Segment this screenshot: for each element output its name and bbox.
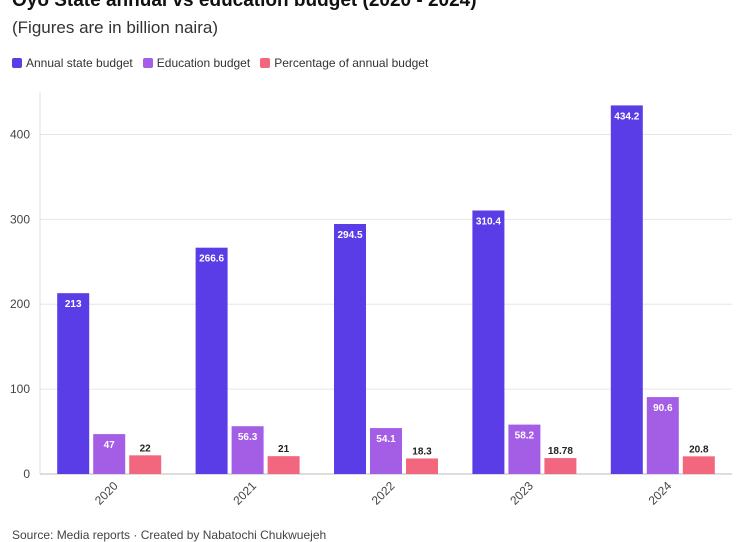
bar-education-budget <box>231 426 264 474</box>
data-label: 294.5 <box>337 230 362 241</box>
legend-swatch-education <box>142 58 153 68</box>
data-label: 213 <box>65 299 82 310</box>
legend-label-annual: Annual state budget <box>26 56 133 70</box>
bar-annual-state-budget <box>57 293 90 474</box>
legend-swatch-annual <box>12 58 22 68</box>
data-label: 20.8 <box>689 444 709 455</box>
data-label: 21 <box>278 444 290 455</box>
data-label: 47 <box>104 440 116 451</box>
data-label: 58.2 <box>515 431 535 442</box>
x-tick-label: 2020 <box>92 479 121 508</box>
chart-subtitle: (Figures are in billion naira) <box>12 18 218 37</box>
bar-percentage-of-annual-budget <box>267 456 300 474</box>
chart-title: Oyo State annual vs education budget (20… <box>12 0 477 11</box>
data-label: 90.6 <box>653 403 673 414</box>
x-tick-label: 2021 <box>230 479 259 508</box>
bar-percentage-of-annual-budget <box>129 455 162 474</box>
bar-education-budget <box>508 424 541 474</box>
data-label: 310.4 <box>476 217 501 228</box>
data-label: 18.78 <box>548 446 573 457</box>
bar-percentage-of-annual-budget <box>544 458 577 474</box>
y-tick-label: 400 <box>10 127 30 141</box>
x-tick-label: 2024 <box>646 479 675 508</box>
legend: Annual state budget Education budget Per… <box>12 56 428 70</box>
data-label: 54.1 <box>376 434 396 445</box>
bar-education-budget <box>93 434 126 474</box>
x-tick-label: 2022 <box>369 479 398 508</box>
legend-item-percentage: Percentage of annual budget <box>260 56 428 70</box>
legend-label-percentage: Percentage of annual budget <box>274 56 429 70</box>
data-label: 56.3 <box>238 432 258 443</box>
data-label: 22 <box>140 443 152 454</box>
bar-annual-state-budget <box>472 210 505 474</box>
x-tick-label: 2023 <box>507 479 536 508</box>
bar-education-budget <box>646 397 679 474</box>
legend-item-education: Education budget <box>142 56 251 70</box>
bar-annual-state-budget <box>610 105 643 474</box>
bar-percentage-of-annual-budget <box>682 456 715 474</box>
y-tick-label: 200 <box>10 297 30 311</box>
data-label: 434.2 <box>614 111 639 122</box>
data-label: 266.6 <box>199 254 224 265</box>
y-tick-label: 0 <box>23 467 30 481</box>
legend-item-annual: Annual state budget <box>12 56 133 70</box>
legend-label-education: Education budget <box>156 56 251 70</box>
source-note: Source: Media reports · Created by Nabat… <box>12 528 327 542</box>
y-tick-label: 100 <box>10 382 30 396</box>
legend-swatch-percentage <box>260 58 271 68</box>
bar-annual-state-budget <box>195 247 228 474</box>
bar-annual-state-budget <box>334 224 366 474</box>
bar-percentage-of-annual-budget <box>406 458 438 474</box>
bar-education-budget <box>370 428 402 474</box>
y-tick-label: 300 <box>10 212 30 226</box>
data-label: 18.3 <box>412 446 432 457</box>
